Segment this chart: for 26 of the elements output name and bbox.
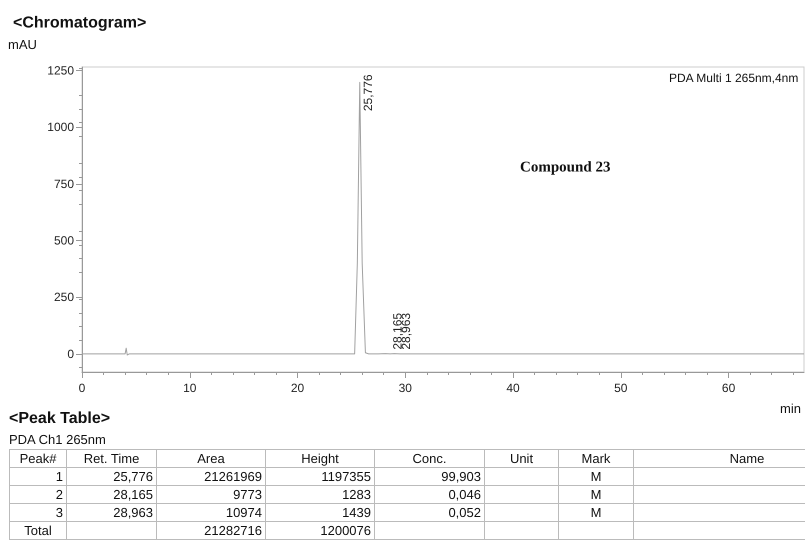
annotation: Compound 23: [520, 160, 610, 176]
x-tick-label: 0: [78, 381, 86, 395]
y-tick-label: 1000: [47, 120, 74, 134]
x-tick-label: 40: [506, 381, 520, 395]
text: Total 21282716 1200076: [24, 523, 371, 538]
text: 1 25,776 21261969 1197355 99,903 M: [56, 469, 602, 484]
y-tick-label: 0: [67, 346, 74, 361]
x-tick-label: 60: [722, 381, 736, 395]
annotation: PDA Multi 1 265nm,4nm: [668, 71, 798, 85]
text: <Peak Table>: [9, 410, 110, 428]
text: 2 28,165 9773 1283 0,046 M: [56, 487, 602, 502]
x-tick-label: 10: [183, 381, 197, 395]
chart-title: <Chromatogram>: [13, 14, 146, 32]
y-tick-label: 750: [54, 176, 74, 191]
y-tick-label: 1250: [47, 63, 74, 78]
y-tick-label: 250: [54, 290, 74, 304]
annotation: 25,776: [360, 74, 375, 112]
text: PDA Ch1 265nm: [9, 432, 106, 447]
x-tick-label: 30: [398, 381, 412, 395]
text: 3 28,963 10974 1439 0,052 M: [56, 505, 602, 520]
x-tick-label: 50: [614, 381, 628, 395]
y-tick-label: 500: [54, 233, 74, 248]
text: Peak# Ret. Time Area Height Conc. Unit Mark Name: [20, 451, 764, 466]
x-axis-title: min: [780, 401, 802, 416]
x-tick-label: 20: [290, 381, 305, 395]
y-axis-title: mAU: [8, 37, 37, 52]
